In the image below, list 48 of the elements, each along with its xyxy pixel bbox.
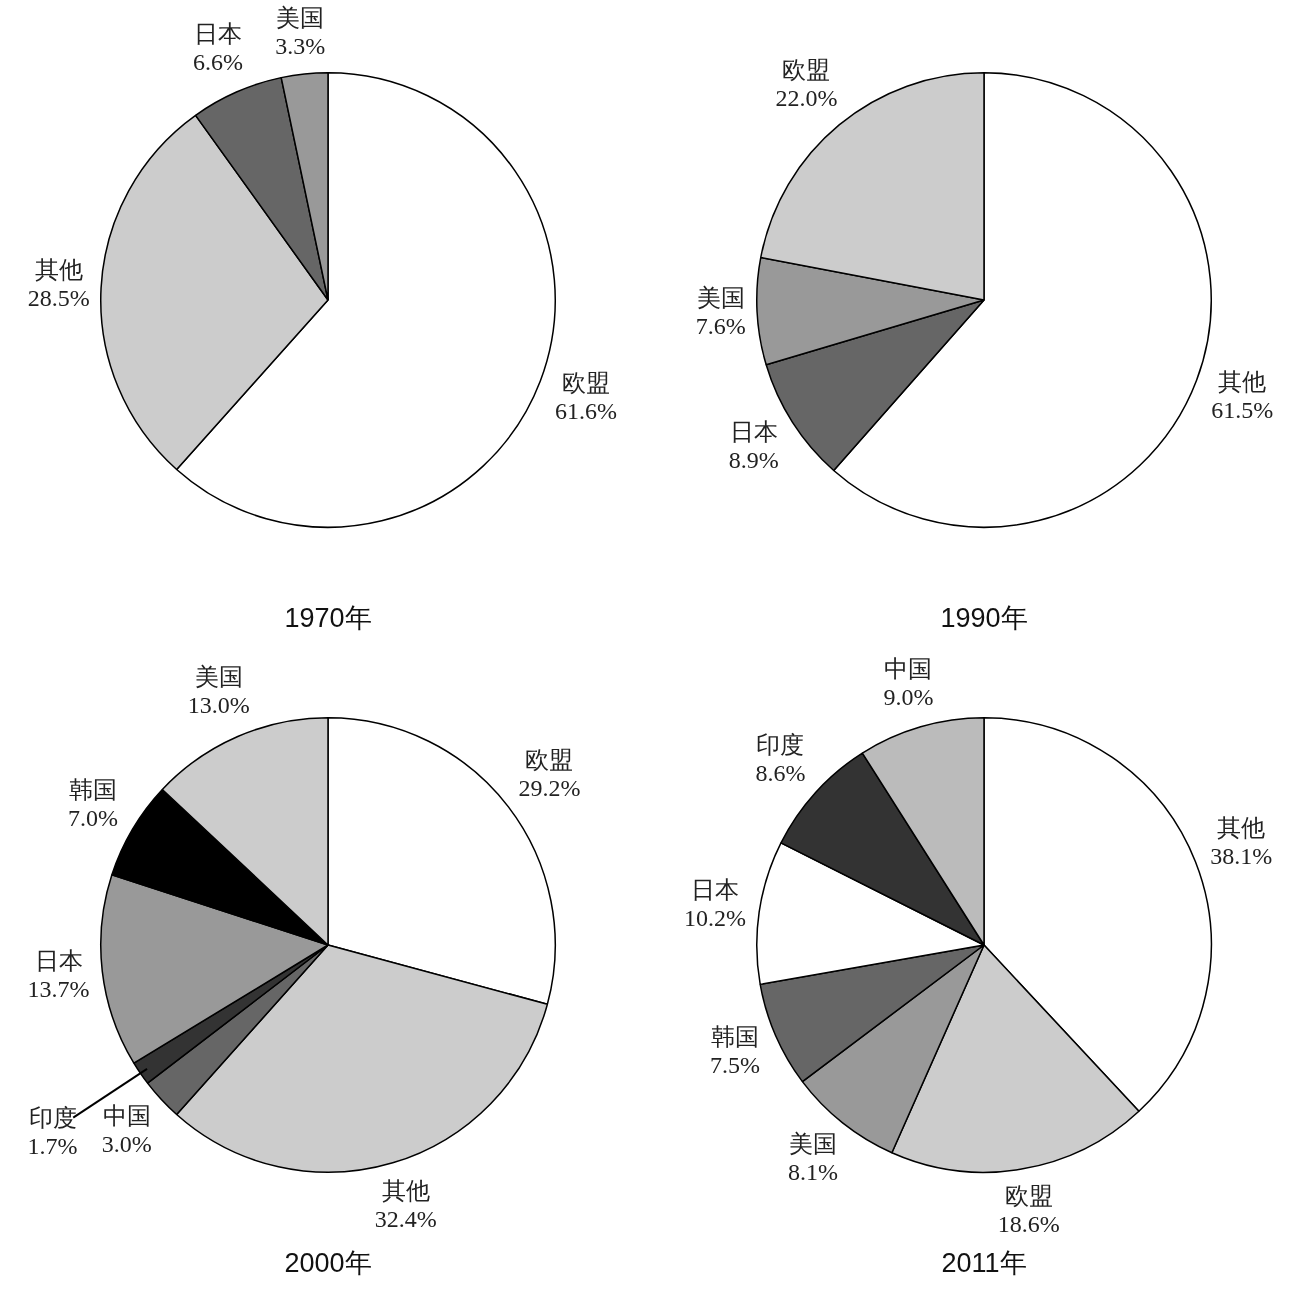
data-label: 18.6% <box>997 1210 1060 1237</box>
data-label: 61.6% <box>555 397 618 424</box>
slice-label: 中国 <box>884 655 933 682</box>
slice-label: 美国 <box>194 663 243 690</box>
data-label: 6.6% <box>193 49 244 76</box>
data-label: 7.6% <box>695 312 746 339</box>
slice-label: 其他 <box>1218 368 1267 395</box>
text: 2000年 <box>283 1247 373 1280</box>
data-label: 10.2% <box>683 904 746 931</box>
data-label: 8.6% <box>755 759 806 786</box>
data-label: 13.0% <box>187 691 250 718</box>
data-label: 32.4% <box>374 1205 437 1232</box>
slice-label: 日本 <box>34 947 83 974</box>
data-label: 8.1% <box>788 1159 839 1186</box>
slice-label: 欧盟 <box>562 369 611 396</box>
slice-label: 美国 <box>276 5 325 32</box>
data-label: 3.0% <box>101 1131 152 1158</box>
slice-label: 印度 <box>756 731 805 758</box>
data-label: 22.0% <box>775 84 838 111</box>
data-label: 28.5% <box>27 284 90 311</box>
slice-label: 韩国 <box>69 777 117 804</box>
slice-label: 欧盟 <box>782 56 831 83</box>
slice-label: 其他 <box>1217 815 1266 842</box>
data-label: 7.5% <box>710 1052 761 1079</box>
data-label: 3.3% <box>275 33 326 60</box>
slice-label: 其他 <box>34 256 83 283</box>
slice-label: 日本 <box>194 21 243 48</box>
slice-label: 欧盟 <box>1004 1182 1053 1209</box>
slice-label: 印度 <box>28 1104 77 1131</box>
slice-label: 韩国 <box>711 1024 760 1051</box>
data-label: 8.9% <box>728 446 779 473</box>
text: 1970年 <box>283 602 373 635</box>
slice-label: 美国 <box>789 1131 838 1158</box>
text: 2011年 <box>940 1247 1028 1280</box>
slice-label: 其他 <box>381 1177 430 1204</box>
data-label: 13.7% <box>27 975 90 1002</box>
data-label: 38.1% <box>1210 843 1273 870</box>
slice-label: 美国 <box>696 284 745 311</box>
data-label: 61.5% <box>1211 396 1274 423</box>
slice-label: 日本 <box>690 876 739 903</box>
data-label: 1.7% <box>27 1132 78 1159</box>
slice-label: 中国 <box>102 1103 151 1130</box>
slice-label: 欧盟 <box>525 746 574 773</box>
data-label: 7.0% <box>68 805 118 832</box>
slice-label: 日本 <box>729 418 778 445</box>
data-label: 29.2% <box>518 774 581 801</box>
data-label: 9.0% <box>883 683 934 710</box>
text: 1990年 <box>939 602 1029 635</box>
